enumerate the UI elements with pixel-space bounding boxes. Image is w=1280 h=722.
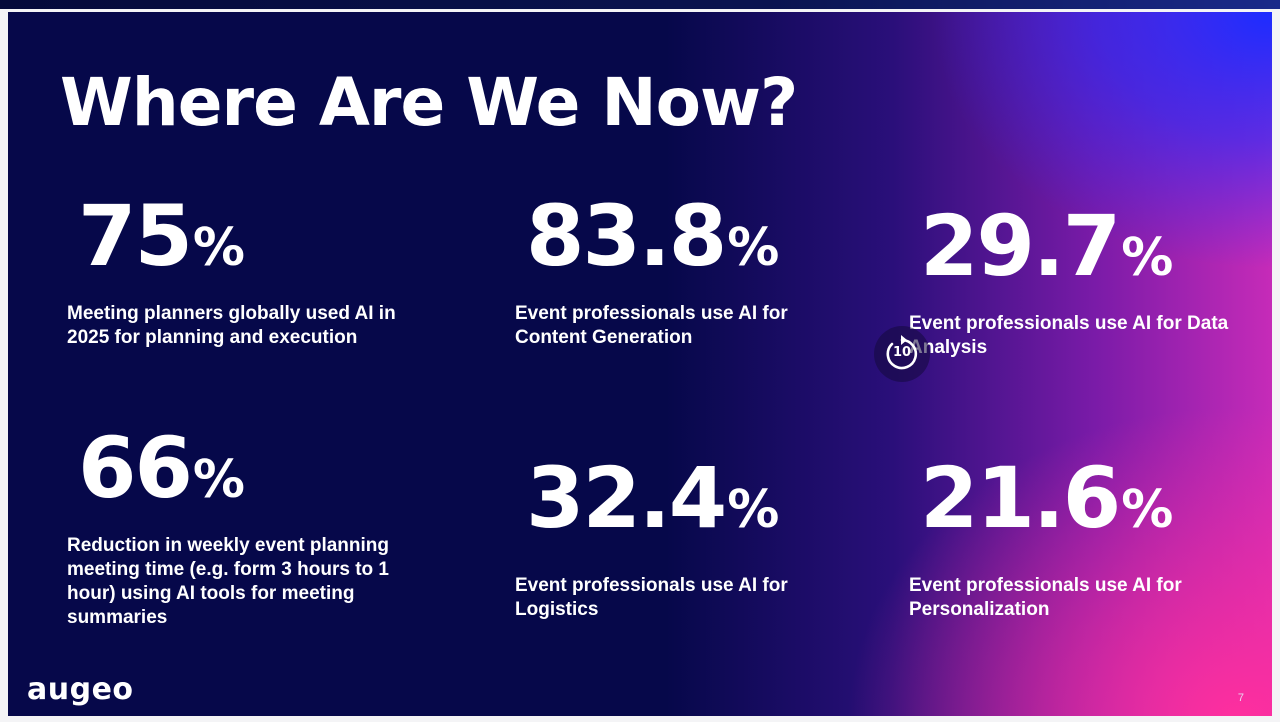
augeo-logo: augeo — [27, 672, 134, 707]
stat-block-personalization: 21.6% Event professionals use AI for Per… — [909, 449, 1182, 620]
stat-value: 66% — [78, 419, 246, 517]
stat-value: 75% — [78, 187, 246, 285]
slide: Where Are We Now? 75% Meeting planners g… — [8, 12, 1272, 716]
stat-block-content-generation: 83.8% Event professionals use AI for Con… — [515, 187, 788, 348]
stat-value: 83.8% — [526, 187, 780, 285]
stat-description: Reduction in weekly event planning meeti… — [67, 535, 389, 628]
stat-description: Meeting planners globally used AI in 202… — [67, 303, 396, 348]
stat-description: Event professionals use AI for Logistics — [515, 575, 788, 620]
stat-value: 29.7% — [920, 197, 1174, 295]
stat-block-meeting-time: 66% Reduction in weekly event planning m… — [67, 419, 389, 628]
stat-block-logistics: 32.4% Event professionals use AI for Log… — [515, 449, 788, 620]
stat-block-planners: 75% Meeting planners globally used AI in… — [67, 187, 396, 348]
page-number: 7 — [1237, 692, 1244, 704]
top-bar — [0, 0, 1280, 9]
replay-10-label: 10 — [892, 345, 912, 360]
slide-title: Where Are We Now? — [60, 64, 798, 141]
stat-value: 32.4% — [526, 449, 780, 547]
stat-description: Event professionals use AI for Data Anal… — [909, 313, 1229, 358]
stat-description: Event professionals use AI for Content G… — [515, 303, 788, 348]
stat-block-data-analysis: 29.7% Event professionals use AI for Dat… — [909, 197, 1228, 358]
replay-10-button[interactable]: 10 — [874, 326, 930, 382]
replay-10-icon — [886, 335, 918, 370]
stat-description: Event professionals use AI for Personali… — [909, 575, 1182, 620]
stat-value: 21.6% — [920, 449, 1174, 547]
